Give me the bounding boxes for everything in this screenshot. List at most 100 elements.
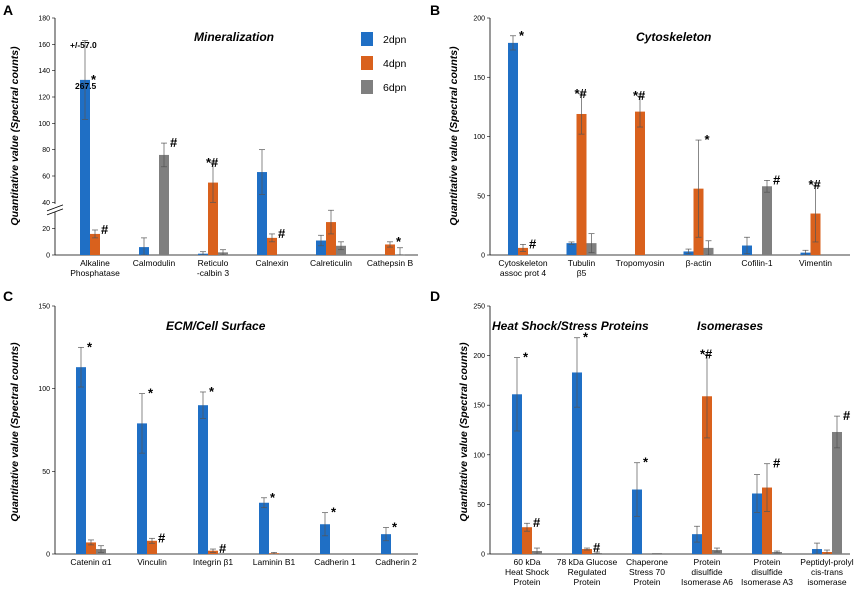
bar-2dpn bbox=[572, 372, 582, 554]
y-tick-label: 80 bbox=[42, 147, 50, 154]
y-tick-label: 160 bbox=[38, 42, 50, 49]
significance-marker: # bbox=[529, 236, 537, 251]
bar-2dpn bbox=[80, 79, 90, 255]
y-tick-label: 0 bbox=[481, 552, 485, 559]
significance-marker: * bbox=[583, 330, 589, 345]
bar-2dpn bbox=[752, 493, 762, 554]
category-label: Protein bbox=[694, 557, 721, 567]
y-tick-label: 60 bbox=[42, 174, 50, 181]
category-label: β-actin bbox=[686, 258, 712, 268]
bar-4dpn bbox=[576, 113, 587, 255]
category-label: Reticulo bbox=[198, 258, 229, 268]
bar-4dpn bbox=[208, 182, 218, 255]
bar-4dpn bbox=[582, 549, 592, 554]
category-label: Laminin B1 bbox=[253, 557, 296, 567]
category-label: Isomerase A3 bbox=[741, 577, 793, 587]
significance-marker: * bbox=[705, 132, 711, 147]
bar-4dpn bbox=[522, 527, 532, 554]
significance-marker: *# bbox=[575, 86, 588, 101]
y-tick-label: 120 bbox=[38, 95, 50, 102]
bar-4dpn bbox=[762, 487, 772, 554]
bar-6dpn bbox=[159, 154, 169, 255]
panel-a: A Mineralization Quantitative value (Spe… bbox=[3, 2, 418, 278]
y-tick-label: 0 bbox=[46, 253, 50, 260]
legend-label-2dpn: 2dpn bbox=[383, 34, 407, 46]
significance-marker: *# bbox=[700, 347, 713, 362]
bar-2dpn bbox=[381, 534, 391, 554]
bar-2dpn bbox=[137, 423, 147, 554]
significance-marker: * bbox=[148, 386, 154, 401]
y-tick-label: 150 bbox=[473, 403, 485, 410]
significance-marker: * bbox=[91, 72, 97, 87]
y-tick-label: 0 bbox=[46, 552, 50, 559]
panel-b: B Cytoskeleton Quantitative value (Spect… bbox=[430, 2, 850, 278]
significance-marker: # bbox=[593, 540, 601, 555]
significance-marker: # bbox=[170, 135, 178, 150]
y-tick-label: 180 bbox=[38, 16, 50, 23]
bar-4dpn bbox=[702, 396, 712, 554]
significance-marker: # bbox=[278, 226, 286, 241]
category-label: isomerase bbox=[807, 577, 846, 587]
y-axis-label-a: Quantitative value (Spectral counts) bbox=[9, 46, 21, 226]
category-label: Catenin α1 bbox=[70, 557, 112, 567]
significance-marker: * bbox=[392, 520, 398, 535]
category-label: disulfide bbox=[691, 567, 722, 577]
y-axis-label-b: Quantitative value (Spectral counts) bbox=[448, 46, 460, 226]
y-tick-label: 150 bbox=[38, 304, 50, 311]
y-tick-label: 20 bbox=[42, 226, 50, 233]
bar-2dpn bbox=[198, 405, 208, 554]
bar-4dpn bbox=[86, 542, 96, 554]
bar-2dpn bbox=[257, 172, 267, 255]
significance-marker: # bbox=[773, 172, 781, 187]
category-label: Tubulin bbox=[568, 258, 596, 268]
y-tick-label: 100 bbox=[38, 121, 50, 128]
bar-2dpn bbox=[320, 524, 330, 554]
panel-letter-c: C bbox=[3, 288, 13, 304]
panel-letter-a: A bbox=[3, 2, 13, 18]
category-label: -calbin 3 bbox=[197, 268, 229, 278]
category-label: Vimentin bbox=[799, 258, 832, 268]
category-label: Cofilin-1 bbox=[741, 258, 772, 268]
y-tick-label: 50 bbox=[42, 469, 50, 476]
significance-marker: # bbox=[158, 530, 166, 545]
significance-marker: *# bbox=[206, 155, 219, 170]
significance-marker: * bbox=[270, 490, 276, 505]
legend-swatch-6dpn bbox=[361, 80, 373, 94]
bar-6dpn bbox=[652, 553, 662, 554]
panel-title-d: Heat Shock/Stress Proteins bbox=[492, 319, 649, 333]
bar-4dpn bbox=[326, 222, 336, 255]
category-label: Protein bbox=[514, 577, 541, 587]
category-label: β5 bbox=[577, 268, 587, 278]
category-label: assoc prot 4 bbox=[500, 268, 547, 278]
category-label: 78 kDa Glucose bbox=[557, 557, 618, 567]
significance-marker: # bbox=[533, 515, 541, 530]
bar-4dpn bbox=[635, 111, 645, 256]
axis-break-mark bbox=[46, 204, 64, 212]
bar-4dpn bbox=[267, 237, 277, 255]
panel-c: C ECM/Cell Surface Quantitative value (S… bbox=[3, 288, 418, 567]
category-label: 60 kDa bbox=[514, 557, 541, 567]
category-label: Alkaline bbox=[80, 258, 110, 268]
y-tick-label: 250 bbox=[473, 304, 485, 311]
bar-6dpn bbox=[832, 431, 842, 554]
y-tick-label: 40 bbox=[42, 200, 50, 207]
significance-marker: * bbox=[87, 339, 93, 354]
category-label: Isomerase A6 bbox=[681, 577, 733, 587]
category-label: Stress 70 bbox=[629, 567, 665, 577]
panel-title-d-isomerases: Isomerases bbox=[697, 319, 763, 333]
bar-4dpn bbox=[147, 540, 157, 554]
bar-2dpn bbox=[692, 534, 702, 554]
y-tick-label: 100 bbox=[473, 134, 485, 141]
bar-4dpn bbox=[90, 233, 100, 255]
error-annotation: +/-57.0 bbox=[70, 40, 97, 50]
bar-2dpn bbox=[259, 502, 269, 554]
value-annotation: 267.5 bbox=[75, 81, 97, 91]
significance-marker: * bbox=[643, 455, 649, 470]
y-axis-label-d: Quantitative value (Spectral counts) bbox=[458, 342, 470, 522]
category-label: Calreticulin bbox=[310, 258, 352, 268]
bar-2dpn bbox=[566, 243, 577, 255]
panel-letter-b: B bbox=[430, 2, 440, 18]
panel-d: D Heat Shock/Stress Proteins Isomerases … bbox=[430, 288, 854, 587]
category-label: Cadherin 2 bbox=[375, 557, 417, 567]
category-label: Protein bbox=[634, 577, 661, 587]
